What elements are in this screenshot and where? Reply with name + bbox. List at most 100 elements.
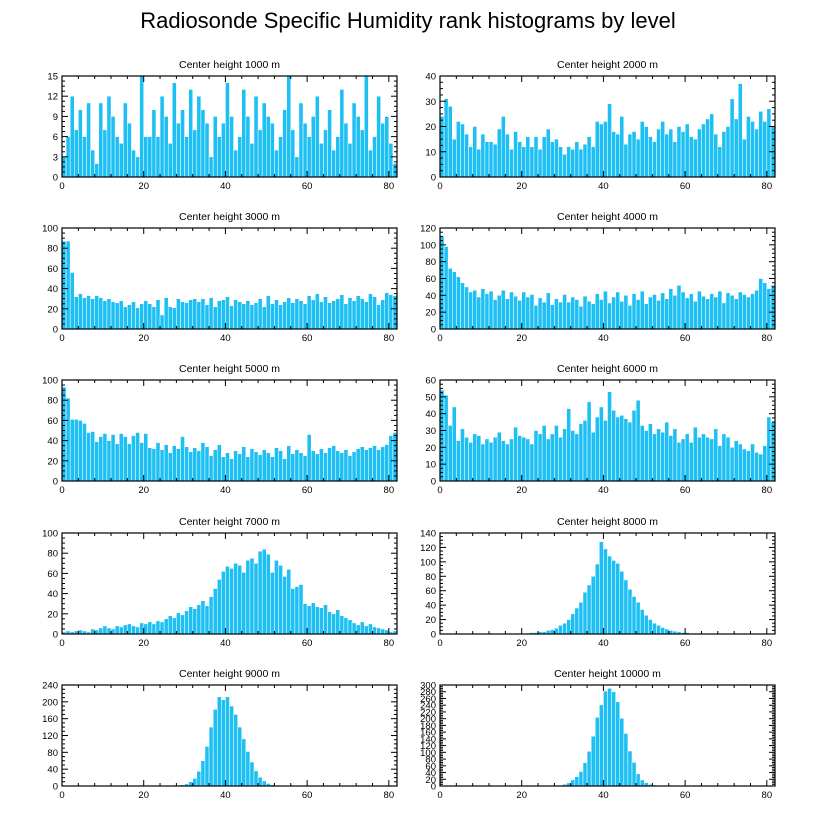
histogram-bar	[746, 296, 751, 330]
histogram-panel: Center height 8000 m 0 20 40 60 80 0 20 40 60 80 10…	[420, 516, 776, 649]
x-tick-label: 20	[138, 638, 149, 649]
histogram-bar	[746, 450, 751, 482]
histogram-bar	[574, 607, 580, 635]
histogram-bar	[229, 305, 234, 330]
histogram-bar	[184, 610, 189, 635]
histogram-bar	[758, 453, 763, 482]
histogram-bar	[347, 455, 353, 482]
histogram-bar	[319, 448, 324, 482]
histogram-bar	[331, 149, 336, 178]
y-tick-label: 15	[47, 72, 58, 83]
y-tick-label: 300	[420, 681, 436, 692]
histogram-bar	[216, 444, 222, 482]
histogram-bar	[615, 563, 621, 635]
histogram-bar	[639, 779, 645, 787]
histogram-bar	[623, 143, 629, 178]
histogram-bar	[619, 300, 625, 330]
main-title: Radiosonde Specific Humidity rank histog…	[140, 8, 676, 33]
y-tick-label: 20	[425, 443, 436, 454]
histogram-bar	[351, 622, 357, 635]
histogram-bar	[558, 625, 563, 635]
x-tick-label: 20	[138, 181, 149, 192]
histogram-bar	[343, 617, 349, 635]
histogram-bar	[611, 296, 616, 330]
x-tick-label: 0	[437, 638, 442, 649]
histogram-bar	[212, 116, 218, 178]
histogram-bar	[306, 136, 312, 178]
histogram-bar	[290, 453, 296, 482]
histogram-bar	[537, 433, 543, 482]
x-tick-label: 60	[302, 333, 313, 344]
x-axis: 0 20 40 60 80	[437, 380, 772, 496]
histogram-bar	[615, 291, 621, 330]
histogram-bar	[652, 433, 657, 482]
histogram-bar	[631, 762, 637, 787]
x-tick-label: 60	[680, 485, 691, 496]
histogram-bar	[468, 442, 473, 482]
histogram-bar	[533, 430, 539, 482]
histogram-bar	[237, 453, 243, 482]
histogram-bar	[594, 563, 600, 635]
histogram-bar	[167, 143, 173, 178]
histogram-bar	[86, 295, 91, 330]
histogram-bar	[339, 615, 345, 635]
histogram-bar	[192, 608, 198, 635]
histogram-bar	[102, 433, 108, 482]
histogram-bar	[118, 433, 124, 482]
y-tick-label: 0	[53, 782, 58, 793]
histogram-bar	[447, 268, 453, 330]
histogram-bar	[452, 406, 457, 482]
y-tick-label: 120	[420, 543, 436, 554]
histogram-bar	[460, 282, 465, 330]
histogram-bar	[443, 394, 449, 482]
histogram-bar	[233, 299, 238, 330]
histogram-bar	[680, 438, 686, 482]
histogram-bar	[635, 602, 641, 635]
histogram-bar	[278, 304, 283, 330]
y-tick-label: 0	[53, 630, 58, 641]
histogram-bar	[725, 126, 731, 178]
panel-title: Center height 2000 m	[557, 59, 658, 71]
histogram-bar	[192, 778, 198, 787]
histogram-bar	[660, 431, 665, 482]
histogram-bar	[143, 136, 149, 178]
histogram-bar	[742, 294, 747, 330]
histogram-bar	[639, 121, 645, 178]
histogram-bar	[619, 415, 625, 482]
histogram-bar	[480, 443, 486, 482]
histogram-bar	[184, 446, 189, 482]
histogram-bar	[599, 541, 604, 635]
histogram-bar	[766, 108, 772, 178]
histogram-bar	[384, 116, 390, 178]
histogram-bar	[237, 726, 243, 787]
x-axis: 0 20 40 60 80	[59, 380, 394, 496]
histogram-bar	[517, 141, 522, 178]
histogram-bar	[705, 118, 710, 178]
histogram-bar	[590, 735, 596, 787]
histogram-bar	[200, 109, 206, 178]
bars	[521, 541, 702, 635]
histogram-bar	[176, 448, 181, 482]
histogram-bar	[286, 297, 292, 330]
histogram-bar	[339, 89, 345, 178]
histogram-bar	[746, 116, 751, 178]
y-axis: 0 10 20 30 40	[425, 72, 775, 184]
histogram-bar	[69, 272, 75, 330]
histogram-bar	[537, 148, 543, 178]
histogram-bar	[261, 306, 267, 330]
histogram-bar	[212, 588, 218, 635]
x-tick-label: 60	[302, 181, 313, 192]
histogram-bar	[270, 572, 275, 635]
y-axis: 0 20 40 60 80 100	[42, 376, 397, 488]
histogram-bar	[180, 301, 185, 330]
y-tick-label: 40	[47, 284, 58, 295]
histogram-bar	[652, 294, 657, 330]
histogram-bar	[594, 416, 600, 482]
histogram-bar	[282, 301, 287, 330]
histogram-bar	[306, 434, 312, 482]
histogram-bar	[298, 102, 304, 178]
histogram-bar	[372, 445, 377, 482]
histogram-bar	[163, 444, 169, 482]
histogram-bar	[376, 449, 381, 482]
histogram-bar	[599, 406, 604, 482]
